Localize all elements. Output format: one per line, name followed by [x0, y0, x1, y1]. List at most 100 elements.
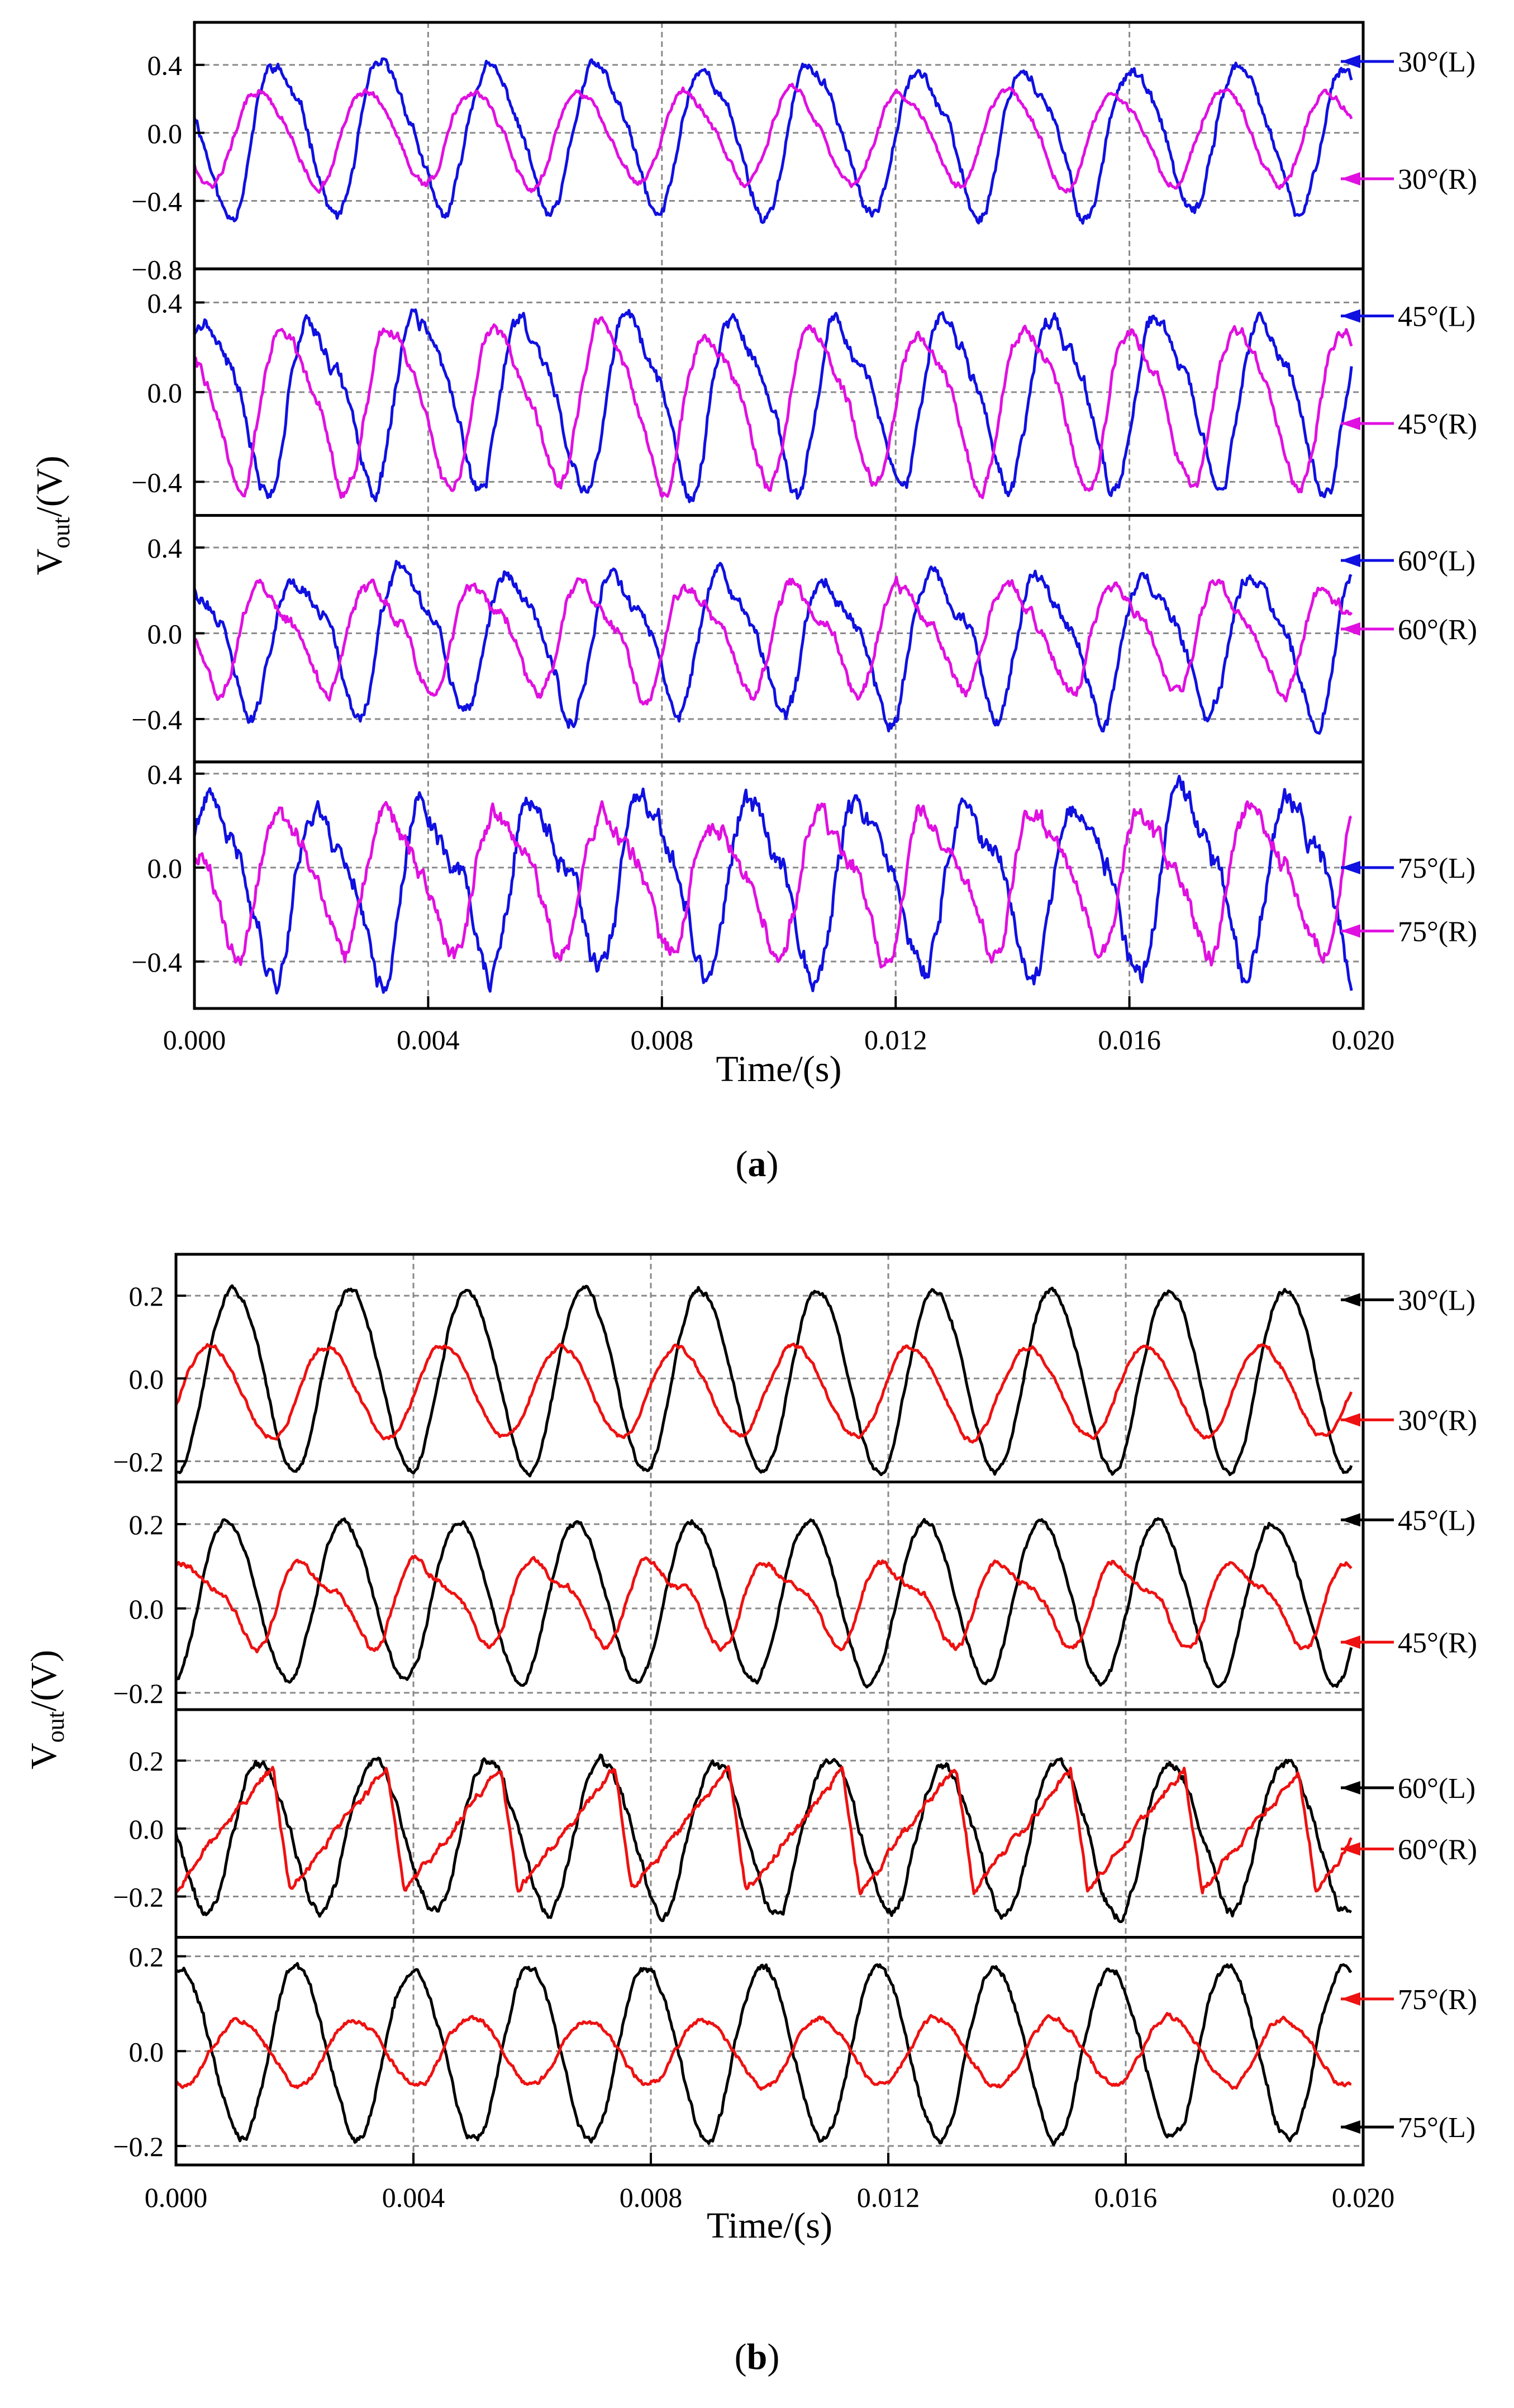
annotation-arrowhead — [1341, 1413, 1360, 1427]
y-tick-label: −0.4 — [131, 186, 182, 217]
x-tick-label: 0.004 — [382, 2182, 445, 2213]
y-tick-label: 0.4 — [147, 287, 183, 318]
panel-frame — [174, 1253, 1365, 1483]
y-tick-label: −0.2 — [113, 1446, 164, 1477]
series-label: 45°(L) — [1398, 1505, 1475, 1536]
x-tick-label: 0.008 — [631, 1024, 694, 1055]
panel-b-2: 0.2 0.0 −0.2 45°(L) 45°(R) — [113, 1481, 1477, 1711]
series-45-l- — [194, 308, 1353, 503]
y-tick-label: −0.4 — [131, 467, 182, 498]
series-label: 75°(R) — [1398, 1984, 1477, 2016]
panel-a-2: 0.4 0.0 −0.4 45°(L) 45°(R) — [131, 267, 1477, 517]
x-tick-label: 0.000 — [145, 2182, 208, 2213]
x-axis-label: Time/(s) — [716, 1049, 842, 1089]
y-tick-label: 0.0 — [129, 1363, 164, 1395]
series-label: 60°(R) — [1398, 1834, 1477, 1866]
series-45-r- — [194, 316, 1353, 499]
series-label: 75°(R) — [1398, 916, 1477, 948]
series-label: 30°(R) — [1398, 164, 1477, 196]
y-tick-label: −0.4 — [131, 704, 182, 735]
series-75-r- — [194, 800, 1353, 969]
series-label: 60°(R) — [1398, 614, 1477, 646]
x-tick-label: 0.016 — [1098, 1024, 1161, 1055]
series-60-l- — [176, 1753, 1353, 1924]
panel-frame — [193, 514, 1365, 764]
series-45-r- — [176, 1554, 1353, 1654]
x-tick-label: 0.004 — [397, 1024, 460, 1055]
x-axis-label: Time/(s) — [707, 2205, 832, 2246]
y-tick-label: 0.0 — [129, 1593, 164, 1625]
series-75-r- — [176, 2012, 1352, 2091]
series-75-l- — [176, 1962, 1353, 2147]
panel-frame — [174, 1708, 1365, 1939]
series-30-l- — [194, 57, 1353, 225]
y-tick-label: −0.4 — [131, 946, 182, 978]
series-60-r- — [176, 1765, 1353, 1896]
x-tick-label: 0.020 — [1332, 1024, 1395, 1055]
panel-a-3: 0.4 0.0 −0.4 60°(L) 60°(R) — [131, 514, 1477, 764]
series-label: 45°(R) — [1398, 408, 1477, 440]
series-60-l- — [194, 560, 1353, 735]
y-tick-label: 0.0 — [129, 2036, 164, 2067]
annotation-arrowhead — [1341, 54, 1360, 68]
annotation-arrowhead — [1341, 417, 1360, 431]
y-tick-label: −0.2 — [113, 1882, 164, 1913]
annotation-arrowhead — [1341, 1513, 1360, 1527]
panel-frame — [174, 1481, 1365, 1711]
panel-frame — [193, 760, 1365, 1010]
y-tick-label: 0.4 — [147, 50, 183, 81]
x-tick-label: 0.008 — [620, 2182, 683, 2213]
y-tick-label: 0.2 — [129, 1281, 164, 1312]
annotation-arrowhead — [1341, 1635, 1360, 1649]
annotation-arrowhead — [1341, 622, 1360, 636]
series-label: 75°(L) — [1398, 853, 1475, 884]
y-tick-label: 0.2 — [129, 1941, 164, 1972]
y-tick-label: 0.2 — [129, 1509, 164, 1540]
annotation-arrowhead — [1341, 860, 1360, 874]
panel-frame — [193, 21, 1365, 270]
annotation-arrowhead — [1341, 1992, 1360, 2006]
panel-b-1: 0.2 0.0 −0.2 30°(L) 30°(R) — [113, 1253, 1477, 1483]
series-60-r- — [194, 575, 1353, 706]
panel-a-4: 0.4 0.0 −0.4 0.000 0.004 0.008 0.012 0.016 0.020… — [131, 759, 1477, 1055]
annotation-arrowhead — [1341, 924, 1360, 938]
series-label: 60°(L) — [1398, 545, 1475, 577]
panel-b-3: 0.2 0.0 −0.2 60°(L) 60°(R) — [113, 1708, 1477, 1939]
y-tick-label: 0.0 — [129, 1814, 164, 1845]
series-30-r- — [194, 83, 1353, 194]
x-tick-label: 0.016 — [1094, 2182, 1158, 2213]
series-30-l- — [176, 1284, 1353, 1478]
series-30-r- — [176, 1343, 1353, 1444]
series-label: 45°(L) — [1398, 301, 1475, 332]
y-axis-label: Vout/(V) — [29, 456, 75, 575]
series-75-l- — [194, 774, 1353, 995]
annotation-arrowhead — [1341, 1293, 1360, 1307]
series-label: 75°(L) — [1398, 2112, 1475, 2144]
figure-caption: (a) — [736, 1144, 779, 1184]
annotation-arrowhead — [1341, 2120, 1360, 2134]
annotation-arrowhead — [1341, 1842, 1360, 1856]
x-tick-label: 0.000 — [163, 1024, 226, 1055]
series-label: 30°(L) — [1398, 46, 1475, 78]
panel-a-1: 0.4 0.0 −0.4 −0.8 30°(L) 30°(R) — [131, 21, 1477, 285]
x-tick-label: 0.012 — [857, 2182, 920, 2213]
series-label: 60°(L) — [1398, 1773, 1475, 1805]
y-tick-label: 0.0 — [147, 118, 183, 149]
y-axis-label: Vout/(V) — [23, 1650, 69, 1769]
y-tick-label: −0.8 — [131, 254, 182, 285]
y-tick-label: −0.2 — [113, 1678, 164, 1709]
annotation-arrowhead — [1341, 172, 1360, 185]
chart-b: 0.2 0.0 −0.2 30°(L) 30°(R) 0.2 0.0 −0.2 45°(L) 45… — [23, 1253, 1477, 2377]
series-label: 30°(L) — [1398, 1285, 1475, 1317]
y-tick-label: 0.2 — [129, 1745, 164, 1777]
x-tick-label: 0.012 — [864, 1024, 927, 1055]
chart-a: 0.4 0.0 −0.4 −0.8 30°(L) 30°(R) 0.4 0.0 −0.4 45°(… — [29, 21, 1477, 1184]
series-45-l- — [176, 1517, 1353, 1689]
annotation-arrowhead — [1341, 309, 1360, 323]
y-tick-label: 0.0 — [147, 618, 183, 650]
y-tick-label: −0.2 — [113, 2131, 164, 2162]
y-tick-label: 0.0 — [147, 853, 183, 884]
panel-b-4: 0.2 0.0 −0.2 0.000 0.004 0.008 0.012 0.016 0.020… — [113, 1936, 1477, 2213]
y-tick-label: 0.0 — [147, 377, 183, 408]
